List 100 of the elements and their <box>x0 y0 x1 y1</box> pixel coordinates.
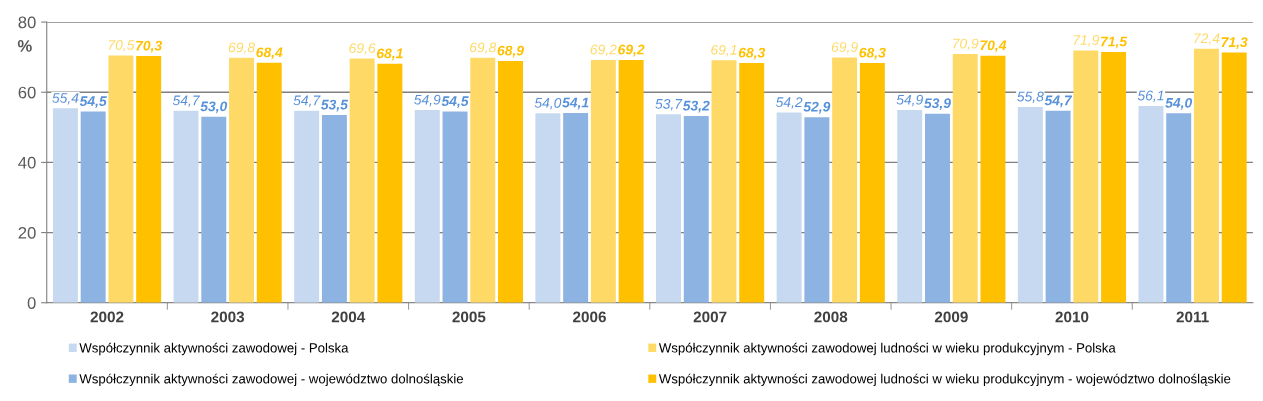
data-label: 53,9 <box>924 98 951 111</box>
data-label: 68,1 <box>377 48 403 61</box>
data-label: 68,3 <box>859 47 886 60</box>
data-label: 71,9 <box>1073 35 1100 47</box>
legend-label: Współczynnik aktywności zawodowej ludności w wieku produkcyjnym - Polska <box>658 342 1116 356</box>
data-label: 54,2 <box>775 97 803 109</box>
data-label: 54,0 <box>1165 97 1193 110</box>
data-label: 69,6 <box>349 43 376 55</box>
data-label: 54,9 <box>414 94 441 107</box>
bar <box>173 110 199 303</box>
bar <box>980 55 1006 303</box>
bar <box>535 113 561 303</box>
bar <box>1138 105 1164 303</box>
data-label: 54,5 <box>79 96 107 109</box>
bar <box>656 114 681 303</box>
bar <box>859 63 885 303</box>
x-tick-label: 2005 <box>452 311 486 323</box>
x-tick-label: 2009 <box>934 311 968 323</box>
data-label: 69,2 <box>590 44 617 57</box>
bar <box>711 60 737 303</box>
x-tick-label: 2002 <box>90 311 124 323</box>
data-label: 55,8 <box>1017 91 1044 104</box>
x-tick-label: 2008 <box>814 311 848 323</box>
data-label: 53,2 <box>682 100 710 113</box>
data-label: 69,9 <box>831 42 858 54</box>
bar <box>1045 110 1071 303</box>
bar <box>832 57 858 303</box>
data-label: 54,0 <box>534 97 562 110</box>
data-label: 68,3 <box>738 47 766 60</box>
bar <box>563 112 589 303</box>
data-label: 69,8 <box>228 42 255 54</box>
data-label: 56,1 <box>1137 90 1164 103</box>
x-tick-label: 2011 <box>1176 311 1209 323</box>
legend-label: Współczynnik aktywności zawodowej ludności w wieku produkcyjnym - województwo dolnośląskie <box>658 373 1231 387</box>
bar <box>52 108 78 303</box>
bar <box>470 57 496 303</box>
data-label: 71,3 <box>1221 37 1248 50</box>
bar <box>80 111 106 303</box>
data-label: 54,7 <box>1044 95 1073 108</box>
legend-label: Współczynnik aktywności zawodowej - województwo dolnośląskie <box>79 373 464 387</box>
data-label: 54,1 <box>562 97 589 110</box>
data-label: 54,7 <box>172 95 200 107</box>
data-label: 70,3 <box>136 40 163 53</box>
data-label: 69,8 <box>470 42 497 54</box>
bar <box>377 63 403 303</box>
bar <box>776 112 802 303</box>
data-label: 53,5 <box>321 99 349 112</box>
bar <box>256 62 282 303</box>
x-tick-label: 2010 <box>1055 311 1089 323</box>
bar <box>952 53 978 303</box>
y-tick-label: 20 <box>18 226 36 239</box>
data-label: 55,4 <box>52 93 79 105</box>
bar <box>1166 113 1192 303</box>
bar <box>349 58 375 303</box>
y-tick-label: 0 <box>27 297 36 309</box>
bar <box>321 115 347 303</box>
data-label: 68,4 <box>256 47 283 60</box>
bar <box>1221 52 1247 303</box>
x-tick-label: 2004 <box>331 311 366 323</box>
bar <box>414 110 440 303</box>
y-tick-label: 40 <box>18 156 36 169</box>
bar <box>590 59 616 303</box>
data-label: 53,0 <box>200 101 228 114</box>
bar <box>925 113 950 303</box>
data-label: 53,7 <box>655 98 683 111</box>
data-label: 69,2 <box>618 44 645 57</box>
data-label: 52,9 <box>803 101 831 114</box>
bar <box>1073 50 1099 303</box>
data-label: 69,1 <box>711 44 737 57</box>
bar <box>442 111 468 303</box>
data-label: 54,5 <box>441 96 469 109</box>
data-label: 70,9 <box>953 38 979 51</box>
y-axis-title: % <box>17 40 32 52</box>
bar <box>683 116 709 303</box>
x-tick-label: 2006 <box>573 311 606 323</box>
x-tick-label: 2003 <box>211 311 245 323</box>
bar <box>108 55 134 303</box>
bar <box>804 117 830 303</box>
data-label: 54,7 <box>293 95 321 107</box>
bar <box>739 63 765 303</box>
data-label: 68,9 <box>497 45 524 58</box>
bar <box>618 59 644 303</box>
x-tick-label: 2007 <box>693 311 727 323</box>
bar <box>1193 48 1219 303</box>
bar <box>136 56 162 303</box>
bar <box>498 61 523 303</box>
data-label: 72,4 <box>1194 33 1220 45</box>
bar <box>897 110 923 303</box>
bar <box>1101 51 1127 303</box>
bar <box>229 57 255 303</box>
bar <box>294 110 320 303</box>
bar <box>1017 106 1043 303</box>
data-label: 70,5 <box>108 40 135 52</box>
y-tick-label: 80 <box>18 16 36 29</box>
data-label: 70,4 <box>980 40 1007 53</box>
y-tick-label: 60 <box>18 86 36 99</box>
legend-label: Współczynnik aktywności zawodowej - Polska <box>79 342 349 356</box>
data-label: 54,9 <box>896 94 923 107</box>
bar <box>201 116 227 303</box>
data-label: 71,5 <box>1101 36 1128 49</box>
